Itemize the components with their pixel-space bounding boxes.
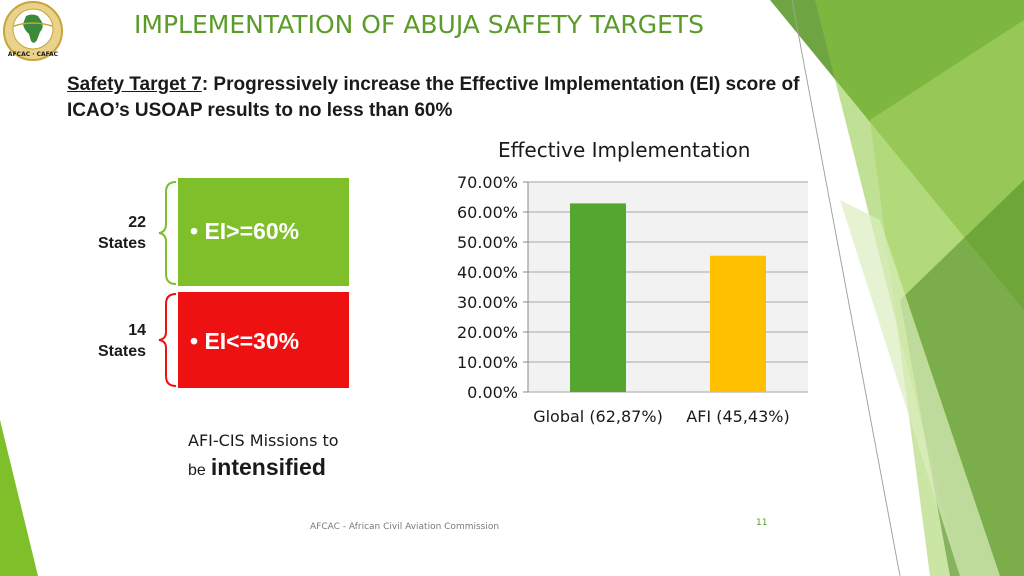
group-1-box: • EI>=60% — [178, 178, 349, 286]
afcac-logo: AFCAC · CAFAC — [3, 1, 63, 61]
bar-afi — [710, 255, 766, 392]
y-tick-label: 0.00% — [467, 383, 518, 402]
y-tick-label: 70.00% — [457, 173, 518, 192]
svg-text:AFCAC · CAFAC: AFCAC · CAFAC — [8, 51, 59, 58]
bar-global — [570, 203, 626, 392]
right-triangle-shape-4 — [900, 180, 1024, 576]
missions-note: AFI-CIS Missions to be intensified — [188, 428, 339, 484]
safety-target-statement: Safety Target 7: Progressively increase … — [67, 72, 807, 124]
missions-line-1: AFI-CIS Missions to — [188, 431, 339, 450]
y-tick-label: 10.00% — [457, 353, 518, 372]
chart-title: Effective Implementation — [498, 138, 751, 162]
group-2-box: • EI<=30% — [178, 292, 349, 388]
y-tick-label: 60.00% — [457, 203, 518, 222]
left-triangle-shape — [0, 420, 38, 576]
right-thin-line — [791, 0, 901, 576]
y-tick-label: 30.00% — [457, 293, 518, 312]
group-1-criterion-line: • EI>=60% — [190, 218, 299, 245]
group-1-count: 22 — [128, 214, 146, 231]
group-2-unit: States — [97, 343, 146, 360]
group-1-bullet: • — [190, 218, 199, 244]
group-2-criterion-line: • EI<=30% — [190, 328, 299, 355]
right-triangle-shape-5 — [840, 200, 1000, 576]
safety-target-label: Safety Target 7 — [67, 74, 202, 95]
safety-target-text: : Progressively increase the Effective I… — [67, 74, 800, 121]
y-tick-label: 40.00% — [457, 263, 518, 282]
y-tick-label: 20.00% — [457, 323, 518, 342]
group-1-unit: States — [97, 235, 146, 252]
group-1-criterion: EI>=60% — [204, 218, 300, 244]
footer-text: AFCAC - African Civil Aviation Commissio… — [310, 522, 500, 532]
page-title: IMPLEMENTATION OF ABUJA SAFETY TARGETS — [134, 10, 705, 39]
group-2-bullet: • — [190, 328, 199, 354]
missions-line-2: be intensified — [188, 454, 339, 484]
group-1-brace — [158, 181, 177, 285]
y-tick-label: 50.00% — [457, 233, 518, 252]
x-tick-label: Global (62,87%) — [533, 407, 663, 426]
group-2-brace — [158, 293, 177, 387]
group-2-states-label: 14 States — [76, 320, 146, 362]
group-1-states-label: 22 States — [76, 212, 146, 254]
effective-implementation-chart: 0.00% 10.00% 20.00% 30.00% 40.00% 50.00% 60.00… — [457, 173, 808, 426]
group-2-criterion: EI<=30% — [204, 328, 300, 354]
missions-emphasis: intensified — [210, 454, 326, 480]
group-2-count: 14 — [128, 322, 146, 339]
page-number: 11 — [756, 518, 768, 528]
missions-be: be — [188, 462, 206, 479]
x-tick-label: AFI (45,43%) — [686, 407, 789, 426]
